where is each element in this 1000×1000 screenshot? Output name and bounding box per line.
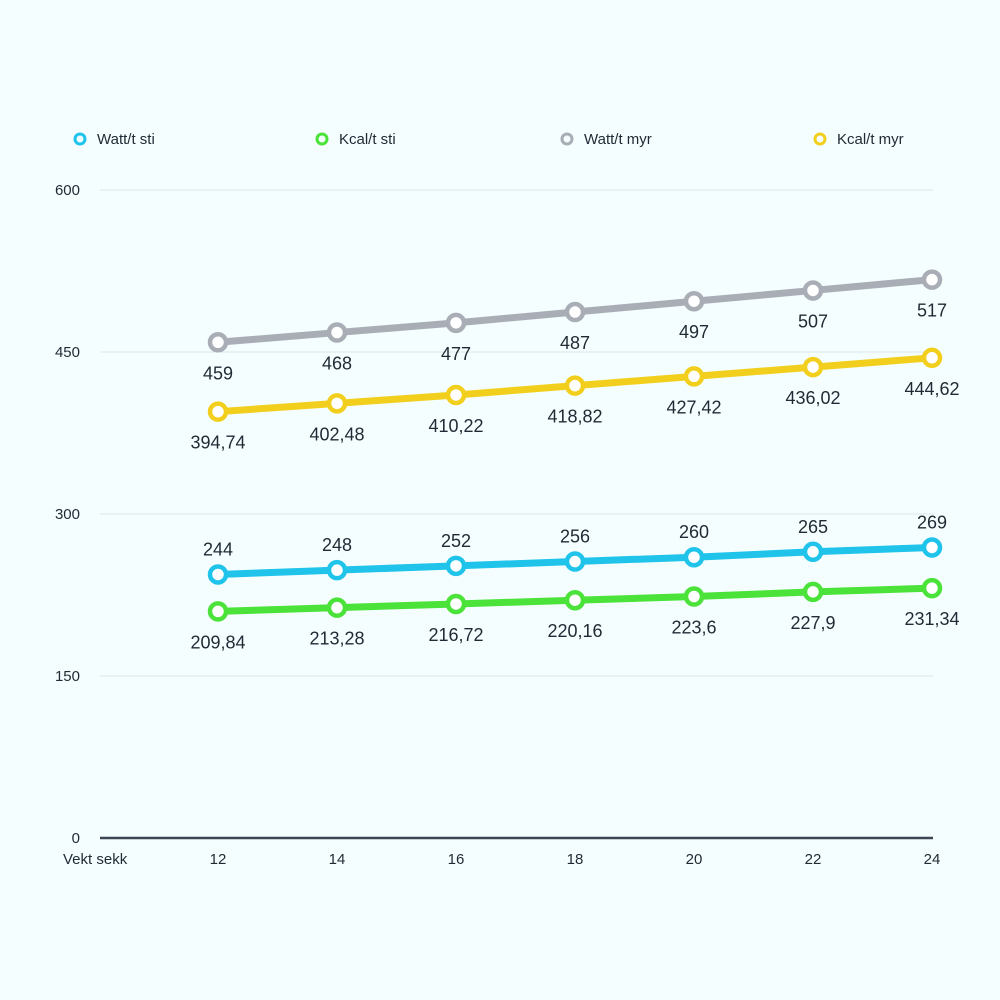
x-tick-label: 20	[686, 851, 703, 868]
data-point[interactable]	[326, 393, 348, 414]
legend-item[interactable]: Watt/t sti	[73, 131, 155, 148]
y-tick-label: 600	[55, 182, 80, 199]
data-label: 427,42	[666, 397, 721, 417]
y-tick-label: 150	[55, 668, 80, 685]
legend: Watt/t sti Kcal/t sti Watt/t myr Kcal/t myr	[73, 131, 904, 148]
data-point[interactable]	[802, 356, 824, 378]
legend-item[interactable]: Kcal/t myr	[813, 131, 904, 148]
series: 244 248 252 256 260 265 269	[203, 512, 947, 585]
data-point[interactable]	[921, 269, 943, 290]
data-point[interactable]	[683, 546, 705, 568]
gridlines	[100, 189, 933, 677]
data-label: 477	[441, 344, 471, 364]
data-point[interactable]	[445, 593, 467, 615]
data-point[interactable]	[207, 601, 229, 622]
data-label: 227,9	[790, 613, 835, 633]
data-label: 468	[322, 354, 352, 374]
data-point[interactable]	[326, 597, 348, 618]
data-point[interactable]	[564, 301, 586, 323]
data-point[interactable]	[921, 577, 943, 599]
data-label: 410,22	[428, 416, 483, 436]
x-axis-ticks: 12 14 16 18 20 22 24	[210, 851, 941, 868]
data-label: 220,16	[547, 621, 602, 641]
data-point[interactable]	[445, 312, 467, 334]
y-tick-label: 450	[55, 344, 80, 361]
x-tick-label: 12	[210, 851, 227, 868]
data-label: 248	[322, 535, 352, 555]
data-point[interactable]	[683, 366, 705, 387]
data-label: 487	[560, 333, 590, 353]
data-point[interactable]	[802, 280, 824, 301]
data-label: 436,02	[785, 388, 840, 408]
data-point[interactable]	[802, 581, 824, 603]
x-tick-label: 18	[567, 851, 584, 868]
data-label: 394,74	[190, 433, 245, 453]
data-label: 269	[917, 512, 947, 532]
data-label: 244	[203, 539, 233, 559]
data-point[interactable]	[445, 384, 467, 406]
data-label: 216,72	[428, 625, 483, 645]
data-label: 265	[798, 517, 828, 537]
data-point[interactable]	[802, 541, 824, 563]
y-tick-label: 300	[55, 506, 80, 523]
legend-marker-icon	[315, 132, 329, 146]
data-point[interactable]	[683, 290, 705, 312]
data-point[interactable]	[207, 332, 229, 353]
x-tick-label: 22	[805, 851, 822, 868]
data-label: 231,34	[904, 609, 959, 629]
series: 459 468 477 487 497 507 517	[203, 269, 947, 383]
x-tick-label: 16	[448, 851, 465, 868]
data-point[interactable]	[921, 537, 943, 558]
data-point[interactable]	[564, 375, 586, 396]
data-label: 517	[917, 301, 947, 321]
legend-marker-icon	[73, 132, 87, 146]
data-point[interactable]	[564, 551, 586, 572]
legend-marker-icon	[813, 132, 827, 146]
data-point[interactable]	[445, 555, 467, 577]
data-point[interactable]	[326, 559, 348, 581]
data-point[interactable]	[326, 322, 348, 343]
data-label: 223,6	[671, 618, 716, 638]
data-label: 418,82	[547, 407, 602, 427]
data-label: 260	[679, 522, 709, 542]
data-label: 497	[679, 322, 709, 342]
data-label: 507	[798, 311, 828, 331]
data-label: 213,28	[309, 629, 364, 649]
data-label: 402,48	[309, 424, 364, 444]
y-tick-label: 0	[72, 830, 80, 847]
data-label: 252	[441, 531, 471, 551]
legend-label: Watt/t myr	[584, 131, 652, 148]
data-label: 256	[560, 527, 590, 547]
data-point[interactable]	[207, 564, 229, 585]
x-axis-title: Vekt sekk	[63, 851, 128, 868]
legend-item[interactable]: Watt/t myr	[560, 131, 652, 148]
data-point[interactable]	[564, 589, 586, 611]
data-point[interactable]	[921, 347, 943, 369]
legend-marker-icon	[560, 132, 574, 146]
series: 394,74 402,48 410,22 418,82 427,42 436,02 444,…	[190, 347, 960, 453]
data-label: 209,84	[190, 632, 245, 652]
data-point[interactable]	[683, 586, 705, 607]
data-label: 459	[203, 363, 233, 383]
y-axis-ticks: 0 150 300 450 600	[55, 182, 80, 847]
x-tick-label: 24	[924, 851, 941, 868]
series: 209,84 213,28 216,72 220,16 223,6 227,9 231,34	[190, 577, 960, 652]
data-label: 444,62	[904, 379, 959, 399]
legend-item[interactable]: Kcal/t sti	[315, 131, 396, 148]
legend-label: Kcal/t myr	[837, 131, 904, 148]
x-tick-label: 14	[329, 851, 346, 868]
data-point[interactable]	[207, 401, 229, 422]
legend-label: Kcal/t sti	[339, 131, 396, 148]
legend-label: Watt/t sti	[97, 131, 155, 148]
